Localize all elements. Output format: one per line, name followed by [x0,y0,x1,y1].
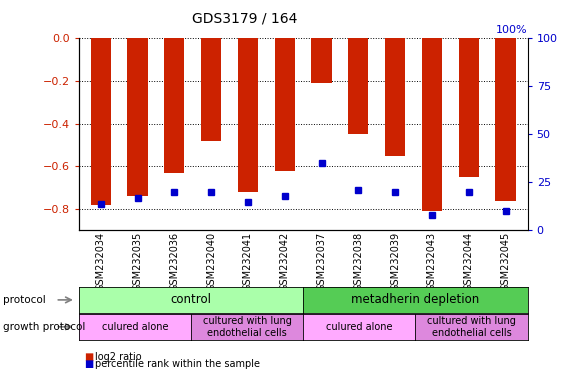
Bar [385,38,405,156]
Bar [311,38,332,83]
Bar [164,38,184,173]
Text: cultured with lung
endothelial cells: cultured with lung endothelial cells [427,316,516,338]
Text: log2 ratio: log2 ratio [95,352,142,362]
Text: ■: ■ [85,359,94,369]
Bar [238,38,258,192]
Bar [348,38,368,134]
Text: cultured with lung
endothelial cells: cultured with lung endothelial cells [203,316,292,338]
Text: protocol: protocol [3,295,45,305]
Text: ■: ■ [85,352,94,362]
Text: GDS3179 / 164: GDS3179 / 164 [192,12,297,25]
Text: metadherin depletion: metadherin depletion [352,293,479,306]
Text: growth protocol: growth protocol [3,322,85,332]
Text: culured alone: culured alone [101,322,168,332]
Text: control: control [170,293,212,306]
Bar [422,38,442,211]
Text: culured alone: culured alone [326,322,392,332]
Bar [275,38,295,170]
Bar [91,38,111,205]
Text: percentile rank within the sample: percentile rank within the sample [95,359,260,369]
Bar [459,38,479,177]
Bar [496,38,515,200]
Bar [201,38,222,141]
Bar [128,38,147,196]
Text: 100%: 100% [496,25,528,35]
